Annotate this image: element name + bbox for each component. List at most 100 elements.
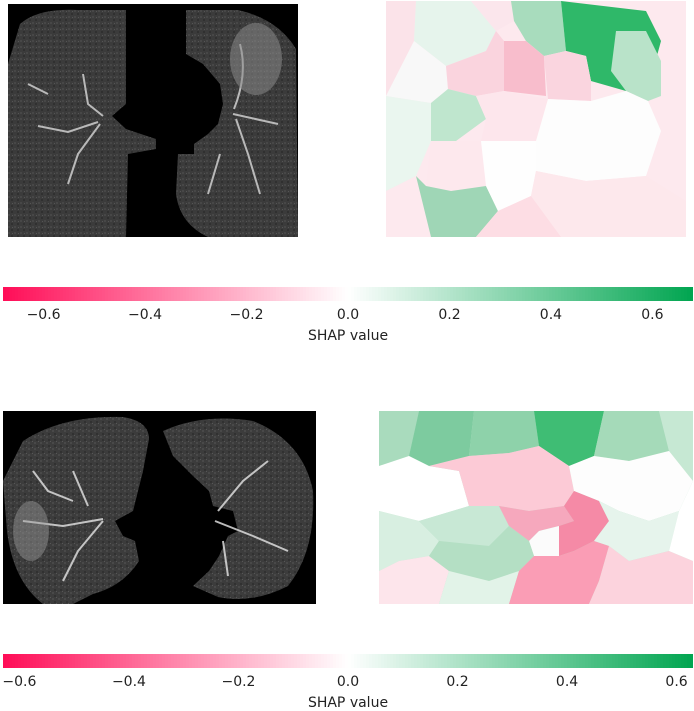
colorbar-segment — [81, 287, 85, 301]
colorbar-tick-label: −0.6 — [26, 307, 61, 323]
colorbar-segment — [657, 287, 661, 301]
colorbar-segment — [30, 654, 34, 668]
colorbar-segment — [333, 287, 337, 301]
colorbar-segment — [447, 654, 451, 668]
colorbar-segment — [168, 287, 172, 301]
colorbar-tick-label: 0.4 — [555, 674, 579, 690]
colorbar-segment — [153, 287, 157, 301]
colorbar-segment — [471, 287, 475, 301]
colorbar-segment — [126, 287, 130, 301]
colorbar-segment — [126, 654, 130, 668]
colorbar-segment — [543, 654, 547, 668]
colorbar-tick-label: −0.2 — [221, 674, 256, 690]
colorbar-segment — [642, 654, 646, 668]
colorbar-segment — [624, 654, 628, 668]
colorbar-segment — [9, 654, 13, 668]
colorbar-segment — [186, 287, 190, 301]
colorbar-segment — [204, 287, 208, 301]
colorbar-segment — [426, 654, 430, 668]
superpixel — [611, 31, 661, 101]
colorbar-segment — [60, 654, 64, 668]
colorbar-segment — [111, 287, 115, 301]
colorbar-segment — [390, 654, 394, 668]
colorbar-segment — [405, 654, 409, 668]
colorbar-segment — [417, 287, 421, 301]
colorbar-segment — [162, 287, 166, 301]
colorbar-tick-label: 0.2 — [446, 674, 469, 690]
colorbar-segment — [630, 287, 634, 301]
colorbar-segment — [141, 654, 145, 668]
colorbar-segment — [678, 654, 682, 668]
colorbar-segment — [228, 654, 232, 668]
colorbar-segment — [234, 654, 238, 668]
colorbar-segment — [318, 287, 322, 301]
colorbar-segment — [324, 654, 328, 668]
colorbar-segment — [354, 654, 358, 668]
colorbar-segment — [621, 654, 625, 668]
colorbar-segment — [93, 287, 97, 301]
colorbar-segment — [546, 287, 550, 301]
colorbar-segment — [585, 654, 589, 668]
colorbar-segment — [450, 287, 454, 301]
colorbar-segment — [138, 287, 142, 301]
colorbar-segment — [345, 287, 349, 301]
colorbar-segment — [444, 287, 448, 301]
colorbar-segment — [498, 287, 502, 301]
colorbar-segment — [429, 287, 433, 301]
colorbar-segment — [489, 287, 493, 301]
colorbar-segment — [378, 287, 382, 301]
colorbar-segment — [567, 287, 571, 301]
superpixel — [531, 171, 686, 237]
colorbar-segment — [363, 287, 367, 301]
colorbar-segment — [534, 654, 538, 668]
colorbar-segment — [681, 287, 685, 301]
colorbar-segment — [162, 654, 166, 668]
superpixel — [386, 41, 448, 103]
colorbar-segment — [384, 287, 388, 301]
colorbar-label-1: SHAP value — [307, 328, 389, 344]
colorbar-segment — [384, 654, 388, 668]
colorbar-segment — [525, 654, 529, 668]
colorbar-segment — [594, 654, 598, 668]
colorbar-segment — [270, 654, 274, 668]
colorbar-segment — [219, 287, 223, 301]
colorbar-segment — [651, 654, 655, 668]
colorbar-segment — [639, 287, 643, 301]
colorbar-segment — [663, 287, 667, 301]
colorbar-segment — [519, 287, 523, 301]
colorbar-segment — [231, 654, 235, 668]
colorbar-segment — [33, 287, 37, 301]
colorbar-segment — [636, 654, 640, 668]
superpixel — [499, 506, 574, 541]
colorbar-segment — [180, 654, 184, 668]
colorbar-segment — [612, 287, 616, 301]
colorbar-segment — [249, 654, 253, 668]
colorbar-segment — [603, 654, 607, 668]
colorbar-segment — [252, 287, 256, 301]
superpixel — [544, 51, 591, 101]
colorbar-segment — [372, 287, 376, 301]
colorbar-segment — [84, 654, 88, 668]
colorbar-segment — [330, 287, 334, 301]
colorbar-segment — [513, 287, 517, 301]
colorbar-segment — [366, 287, 370, 301]
colorbar-segment — [522, 287, 526, 301]
colorbar-segment — [288, 287, 292, 301]
colorbar-segment — [144, 287, 148, 301]
colorbar-segment — [579, 287, 583, 301]
colorbar-segment — [279, 287, 283, 301]
colorbar-segment — [507, 654, 511, 668]
colorbar-segment — [192, 287, 196, 301]
colorbar-segment — [435, 287, 439, 301]
colorbar-segment — [540, 654, 544, 668]
colorbar-segment — [399, 287, 403, 301]
colorbar-segment — [312, 654, 316, 668]
colorbar-segment — [549, 287, 553, 301]
colorbar-segment — [150, 654, 154, 668]
colorbar-segment — [108, 287, 112, 301]
colorbar-segment — [132, 287, 136, 301]
colorbar-segment — [279, 654, 283, 668]
colorbar-segment — [423, 654, 427, 668]
colorbar-tick-label: 0.4 — [539, 307, 563, 323]
colorbar-segment — [318, 654, 322, 668]
